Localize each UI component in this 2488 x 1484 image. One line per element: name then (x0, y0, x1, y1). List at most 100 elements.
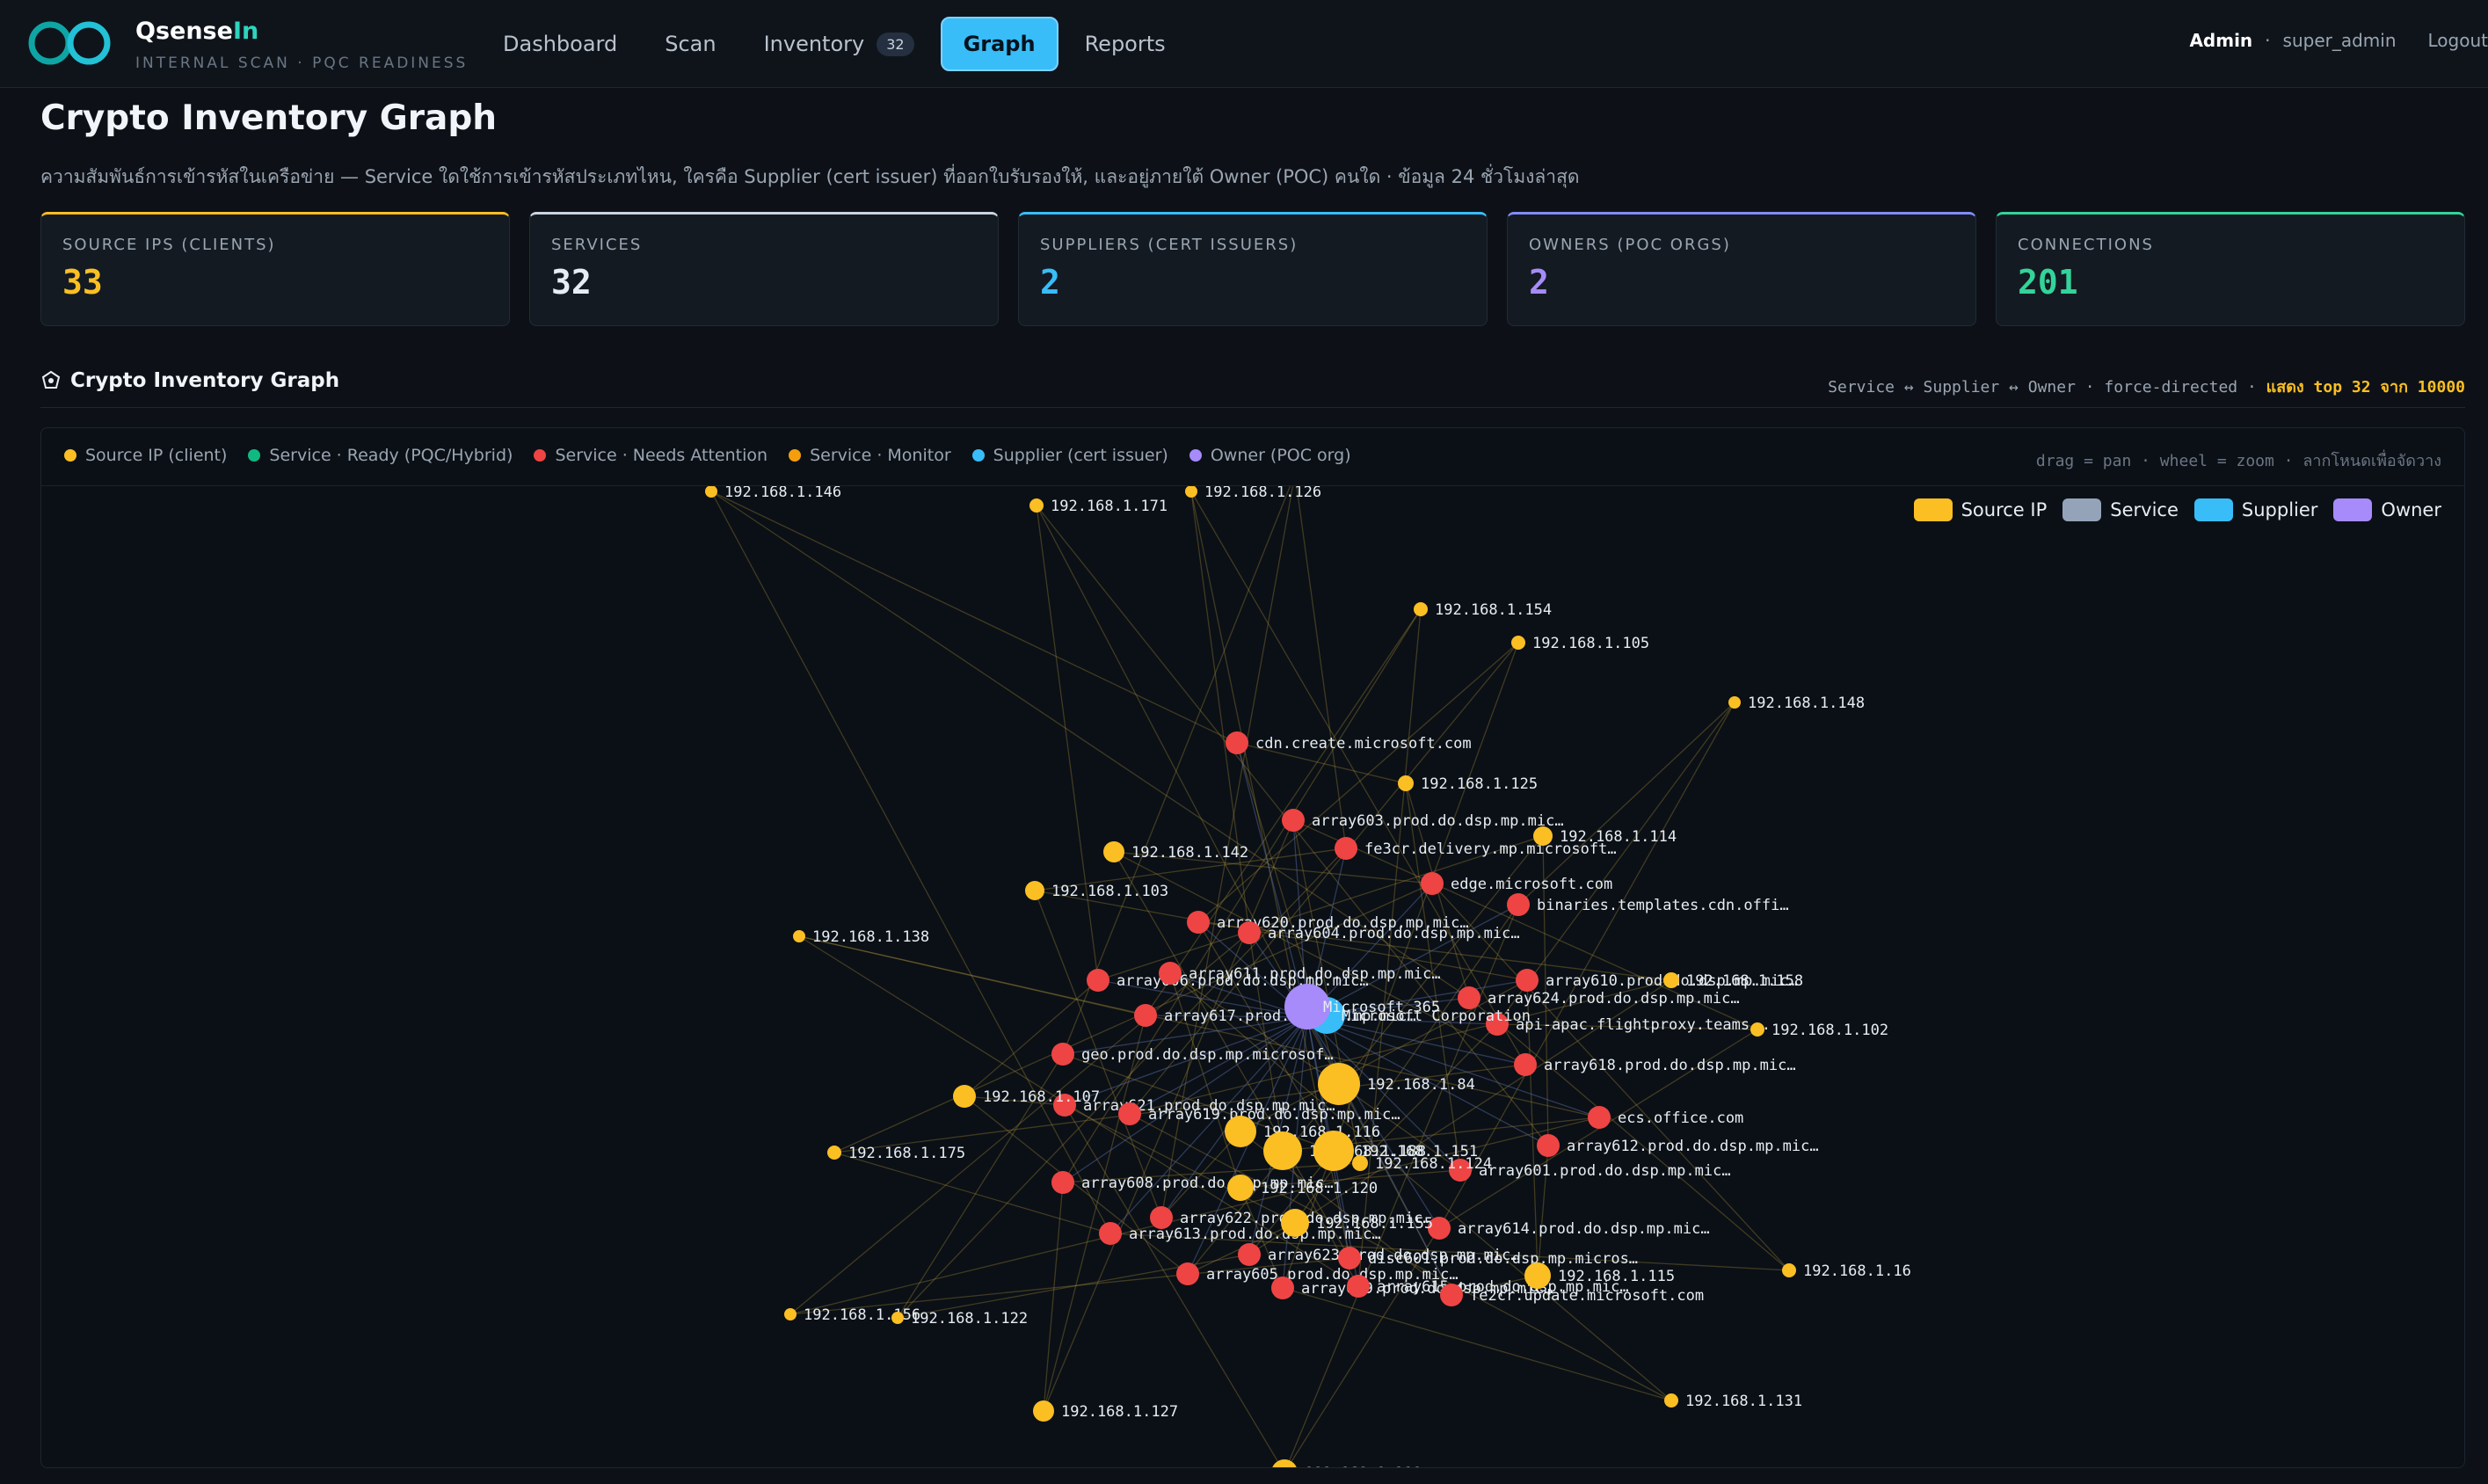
service-node-dot (1449, 1159, 1472, 1182)
source-ip-node[interactable]: 192.168.1.125 (1398, 775, 1538, 793)
service-node[interactable]: array608.prod.do.dsp.mp.mic… (1051, 1171, 1334, 1194)
source-ip-node[interactable]: 192.168.1.107 (953, 1085, 1100, 1108)
nav-scan[interactable]: Scan (665, 32, 717, 56)
source-ip-node-dot (1033, 1400, 1054, 1422)
qsensein-logo-icon[interactable] (26, 19, 113, 67)
service-node[interactable]: fe3cr.delivery.mp.microsoft… (1335, 837, 1617, 860)
source-ip-node[interactable]: 192.168.1.120 (1227, 1175, 1378, 1201)
service-node[interactable]: array621.prod.do.dsp.mp.mic… (1053, 1094, 1335, 1117)
graph-edge (964, 979, 1099, 1097)
source-ip-node[interactable]: 192.168.1.102 (1750, 1022, 1888, 1039)
force-graph-canvas[interactable]: cdn.create.microsoft.com array603.prod.do… (41, 486, 2464, 1467)
source-ip-node[interactable]: 192.168.1.131 (1664, 1393, 1802, 1410)
service-node[interactable]: array601.prod.do.dsp.mp.mic… (1449, 1159, 1731, 1182)
graph-edge (1062, 1016, 1308, 1055)
service-node[interactable]: array618.prod.do.dsp.mp.mic… (1514, 1053, 1796, 1076)
nav-reports[interactable]: Reports (1084, 32, 1166, 56)
source-ip-node[interactable]: 192.168.1.84 (1318, 1063, 1475, 1105)
service-node[interactable]: array623.prod.do.dsp.mp.mic… (1238, 1243, 1520, 1266)
service-node[interactable]: array624.prod.do.dsp.mp.mic… (1458, 986, 1740, 1009)
source-ip-node[interactable]: 192.168.1.148 (1728, 695, 1865, 712)
nav-inventory[interactable]: Inventory 32 (743, 17, 935, 71)
graph-edge (1296, 486, 1347, 849)
source-ip-node[interactable]: 192.168.1.126 (1185, 486, 1321, 501)
service-node[interactable]: cdn.create.microsoft.com (1226, 731, 1472, 754)
service-node[interactable]: ecs.office.com (1588, 1106, 1743, 1129)
source-ip-node-label: 192.168.1.151 (1361, 1143, 1478, 1160)
service-node[interactable]: array613.prod.do.dsp.mp.mic… (1099, 1222, 1381, 1245)
service-node-dot (1421, 872, 1444, 895)
chip-service[interactable]: Service (2062, 498, 2179, 521)
graph-edge (1431, 883, 1790, 1271)
source-ip-node[interactable]: 192.168.1.103 (1025, 881, 1168, 900)
source-ip-node[interactable]: 192.168.1.142 (1103, 841, 1248, 862)
graph-edge (1517, 702, 1735, 906)
service-node-label: array615.prod.do.dsp.mp.mic… (1377, 1278, 1629, 1296)
source-ip-node-label: 192.168.1.16 (1803, 1262, 1911, 1280)
graph-edge (1197, 921, 1672, 981)
source-ip-node[interactable]: 192.168.1.124 (1352, 1155, 1492, 1173)
service-node[interactable]: array615.prod.do.dsp.mp.mic… (1347, 1275, 1629, 1298)
nav-dashboard[interactable]: Dashboard (503, 32, 618, 56)
logout-link[interactable]: Logout (2427, 30, 2488, 51)
source-ip-node[interactable]: 192.168.1.156 (784, 1306, 920, 1324)
graph-edge (897, 1053, 1064, 1319)
source-ip-node[interactable]: 192.168.1.115 (1524, 1262, 1675, 1289)
graph-edge (1187, 835, 1544, 1275)
service-node[interactable]: array612.prod.do.dsp.mp.mic… (1537, 1134, 1819, 1157)
service-node[interactable]: binaries.templates.cdn.offi… (1507, 893, 1789, 916)
graph-edge (1542, 835, 1549, 1146)
chip-source-ip[interactable]: Source IP (1913, 498, 2047, 521)
source-ip-node[interactable]: 192.168.1.154 (1414, 601, 1552, 619)
source-ip-node[interactable]: 192.168.1.158 (1663, 972, 1803, 990)
owner-node[interactable]: Microsoft 365 (1284, 984, 1440, 1029)
source-ip-node[interactable]: 192.168.1.175 (827, 1145, 965, 1162)
service-node[interactable]: edge.microsoft.com (1421, 872, 1612, 895)
source-ip-node[interactable]: 192.168.1.151 (1313, 1131, 1478, 1171)
service-node[interactable]: geo.prod.do.dsp.mp.microsof… (1051, 1043, 1334, 1066)
service-node[interactable]: fe2cr.update.microsoft.com (1440, 1284, 1704, 1306)
service-node-label: array604.prod.do.dsp.mp.mic… (1268, 925, 1520, 942)
source-ip-node[interactable]: 192.168.1.114 (1533, 826, 1677, 846)
source-ip-node[interactable]: 192.168.1.138 (793, 928, 929, 946)
source-ip-node-label: 192.168.1.127 (1061, 1403, 1178, 1421)
source-ip-node-dot (784, 1308, 797, 1320)
graph-edge (1036, 505, 1452, 1296)
stat-label: SERVICES (551, 236, 643, 254)
service-node[interactable]: array614.prod.do.dsp.mp.mic… (1428, 1217, 1710, 1240)
service-node[interactable]: array604.prod.do.dsp.mp.mic… (1238, 921, 1520, 944)
source-ip-node[interactable]: 192.168.1.127 (1033, 1400, 1178, 1422)
service-node[interactable]: api-apac.flightproxy.teams.… (1486, 1013, 1768, 1036)
service-node[interactable]: array603.prod.do.dsp.mp.mic… (1282, 809, 1564, 832)
source-ip-node-dot (1313, 1131, 1354, 1171)
service-node[interactable]: array619.prod.do.dsp.mp.mic… (1118, 1102, 1400, 1125)
brand-name[interactable]: QsenseIn (135, 18, 259, 45)
source-ip-node-label: 192.168.1.138 (812, 928, 929, 946)
nav-graph[interactable]: Graph (940, 17, 1058, 71)
service-node-dot (1150, 1206, 1173, 1229)
service-node[interactable]: array605.prod.do.dsp.mp.mic… (1176, 1262, 1459, 1285)
graph-edge (1109, 1016, 1308, 1234)
section-divider (40, 407, 2465, 408)
service-node[interactable]: disc601.prod.do.dsp.mp.micros… (1338, 1247, 1638, 1269)
graph-panel[interactable]: Source IP (client) Service · Ready (PQC/… (40, 427, 2465, 1468)
stat-card-connections: CONNECTIONS 201 (1996, 212, 2465, 326)
chip-supplier[interactable]: Supplier (2193, 498, 2317, 521)
service-node-label: binaries.templates.cdn.offi… (1537, 897, 1789, 914)
source-ip-node[interactable]: 192.168.1.122 (891, 1310, 1028, 1328)
source-ip-node[interactable]: 192.168.1.218 (1271, 1459, 1422, 1467)
service-node[interactable]: array620.prod.do.dsp.mp.mic… (1187, 911, 1469, 934)
source-ip-node[interactable]: 192.168.1.16 (1782, 1262, 1911, 1280)
source-ip-node[interactable]: 192.168.1.155 (1281, 1209, 1433, 1237)
source-ip-node[interactable]: 192.168.1.171 (1029, 498, 1168, 515)
source-ip-node-dot (1318, 1063, 1360, 1105)
source-ip-node[interactable]: 192.168.1.105 (1511, 635, 1649, 652)
legend-source-ip: Source IP (client) (64, 446, 227, 465)
service-node-dot (1176, 1262, 1199, 1285)
chip-owner[interactable]: Owner (2333, 498, 2441, 521)
service-node[interactable]: array611.prod.do.dsp.mp.mic… (1159, 962, 1441, 985)
source-ip-node[interactable]: 192.168.1.146 (705, 486, 841, 501)
service-node-dot (1053, 1094, 1076, 1117)
graph-edge (897, 847, 1347, 1319)
graph-edge (1338, 1083, 1461, 1171)
